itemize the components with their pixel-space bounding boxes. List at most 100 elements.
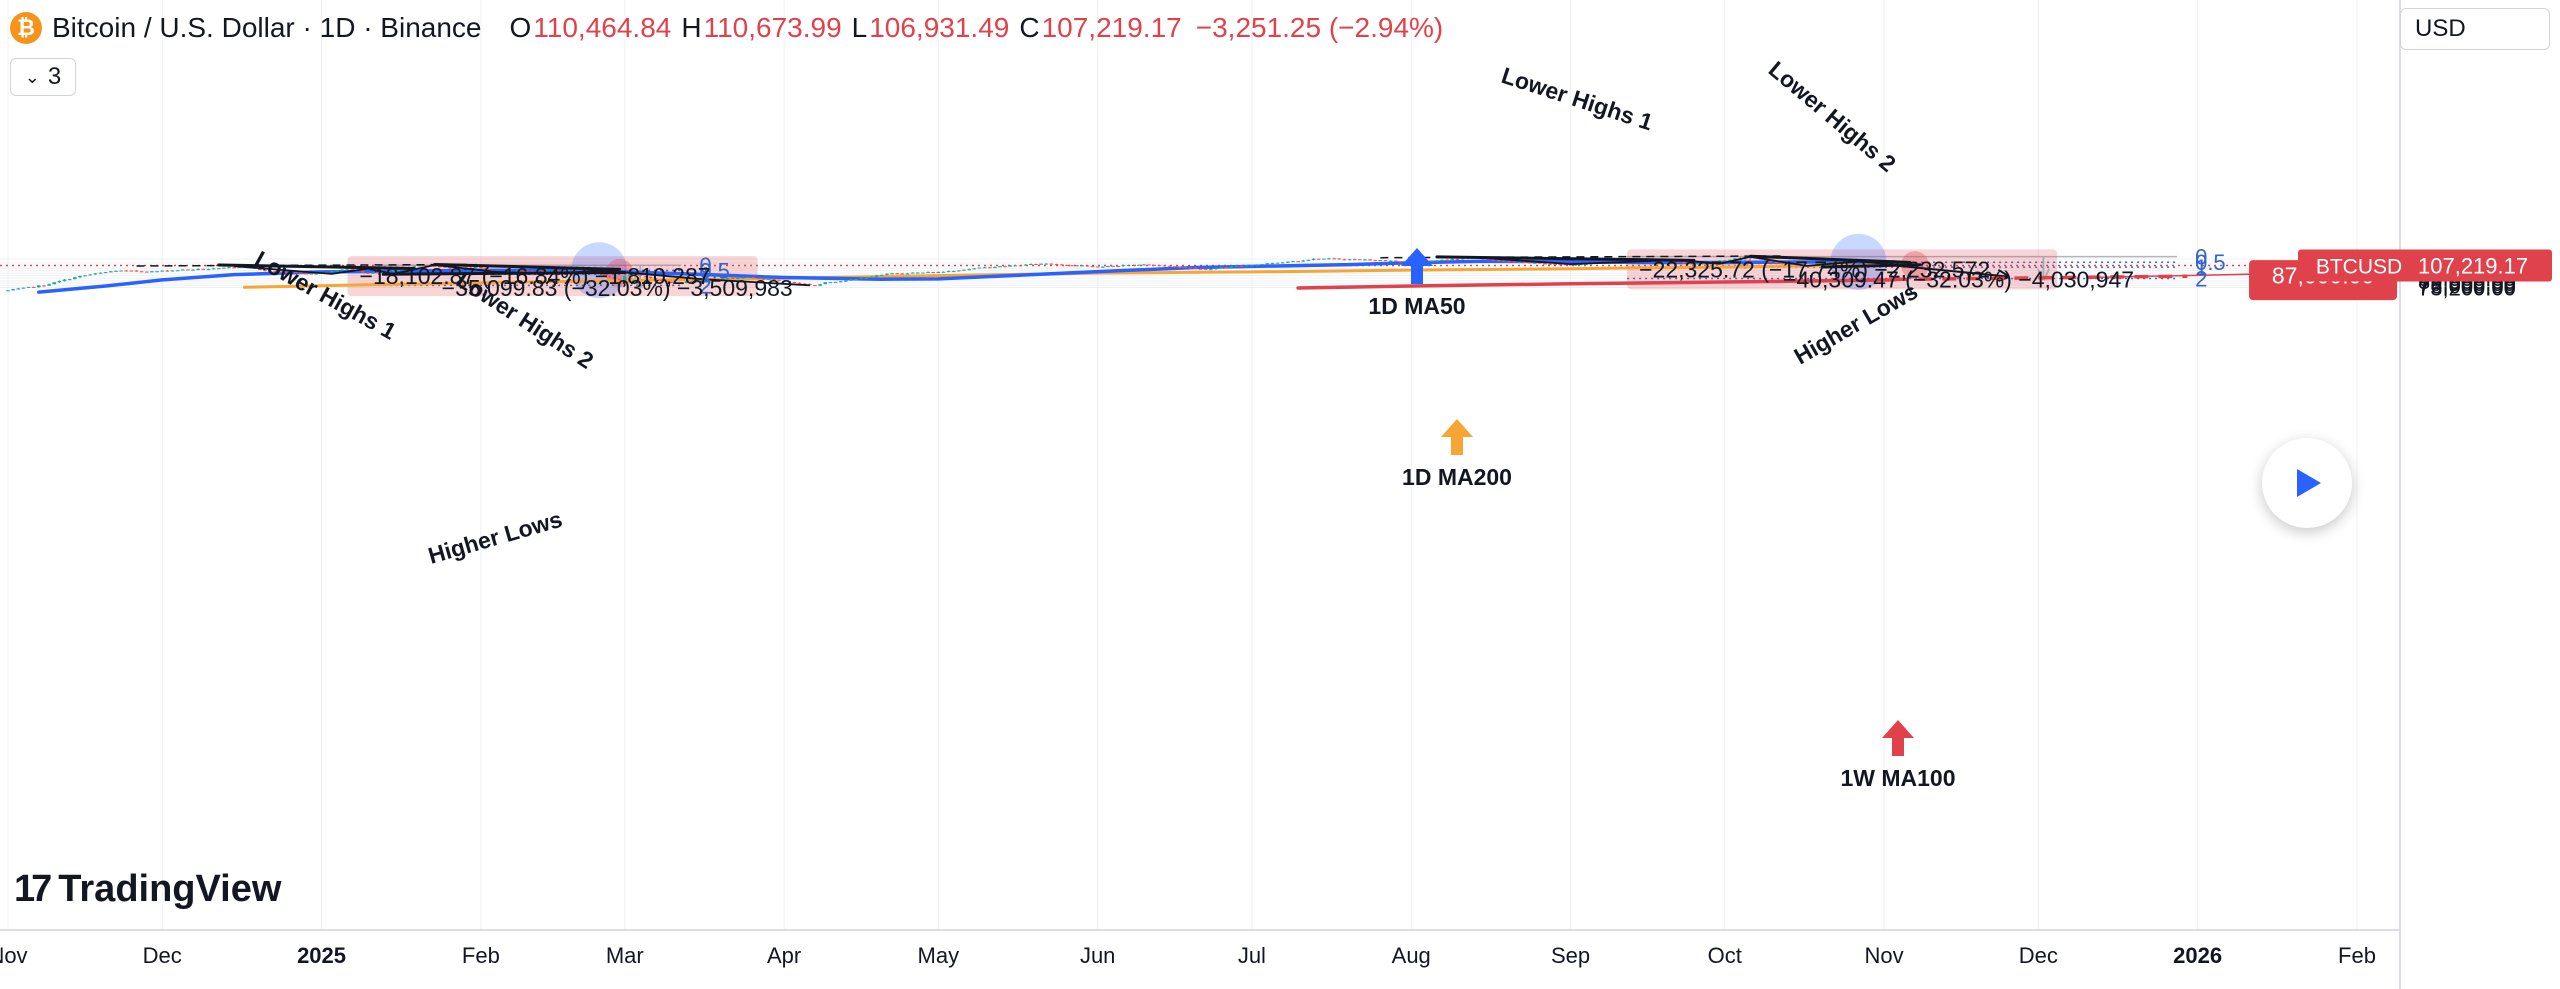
candle-body — [1126, 264, 1131, 266]
candle-body — [525, 270, 529, 272]
candle-body — [1131, 264, 1136, 266]
tradingview-logo[interactable]: 17 TradingView — [14, 868, 281, 911]
high-label: H — [681, 12, 702, 43]
candle-body — [201, 268, 206, 270]
candle-body — [828, 282, 833, 284]
symbol-tag-label: BTCUSD — [2316, 255, 2402, 278]
candle-body — [818, 284, 822, 286]
open-label: O — [509, 12, 532, 43]
candle-body — [787, 281, 792, 283]
candle-body — [155, 271, 159, 273]
candle-body — [1671, 261, 1676, 263]
candle-body — [895, 273, 900, 275]
candle-body — [103, 272, 108, 274]
candle-body — [448, 267, 452, 269]
candle-body — [1008, 265, 1013, 267]
candle-body — [340, 269, 344, 271]
candle-body — [1023, 264, 1028, 266]
candle-body — [1193, 267, 1198, 269]
trend-drawings — [136, 254, 2255, 287]
candle-body — [1347, 259, 1352, 261]
candle-body — [982, 267, 987, 269]
currency-selector[interactable]: USD — [2400, 8, 2550, 50]
symbol-title[interactable]: Bitcoin / U.S. Dollar · 1D · Binance — [52, 12, 482, 43]
candle-body — [345, 268, 350, 270]
candle-body — [1296, 261, 1300, 263]
candle-body — [1280, 262, 1285, 264]
candle-body — [1573, 264, 1578, 266]
candle-body — [222, 267, 226, 269]
candle-body — [1101, 266, 1105, 268]
candle-body — [1142, 264, 1146, 266]
candle-body — [1501, 260, 1506, 262]
candle-body — [1065, 264, 1069, 266]
candle-body — [915, 272, 920, 274]
replay-play-button[interactable] — [2262, 438, 2352, 528]
indicator-count: 3 — [47, 63, 62, 90]
candle-body — [1548, 263, 1552, 265]
candle-body — [951, 271, 956, 273]
indicators-toggle-button[interactable]: ⌄ 3 — [10, 58, 76, 96]
candle-body — [1229, 266, 1234, 268]
candle-body — [288, 272, 293, 274]
candle-body — [869, 276, 874, 278]
candle-body — [186, 269, 190, 271]
x-tick-label: Nov — [0, 943, 28, 968]
x-tick-label: Oct — [1708, 943, 1742, 968]
candle-body — [93, 273, 98, 275]
candle-body — [1769, 260, 1773, 263]
candle-body — [1270, 263, 1275, 265]
candle-body — [540, 270, 545, 272]
candle-body — [1255, 264, 1259, 266]
candle-body — [1450, 258, 1455, 260]
candle-body — [931, 272, 935, 274]
pattern-label: Lower Highs 1 — [1498, 62, 1656, 135]
candle-body — [1568, 264, 1573, 266]
candle-body — [1825, 262, 1830, 264]
candle-body — [453, 268, 457, 270]
fib-level-label: 1 — [699, 262, 711, 287]
candle-body — [1676, 261, 1681, 263]
candle-body — [890, 273, 894, 275]
candle-body — [1137, 264, 1141, 266]
candle-body — [1717, 260, 1722, 262]
ma100w-label: 1W MA100 — [1840, 765, 1955, 791]
candle-body — [1322, 258, 1326, 260]
candle-body — [180, 269, 185, 271]
candle-body — [854, 279, 858, 281]
candle-body — [1579, 264, 1583, 266]
candle-body — [1507, 261, 1511, 263]
candle-body — [515, 270, 519, 272]
candle-body — [1214, 268, 1218, 270]
candle-body — [941, 271, 946, 273]
candle-body — [998, 266, 1002, 268]
candle-body — [1080, 265, 1085, 267]
candle-body — [545, 270, 550, 272]
x-tick-label: Mar — [606, 943, 644, 968]
candle-body — [823, 282, 828, 285]
candle-body — [134, 270, 139, 272]
candle-body — [679, 282, 684, 284]
candle-body — [623, 276, 627, 281]
candle-body — [1018, 265, 1023, 267]
candle-body — [1537, 262, 1542, 264]
candle-body — [900, 273, 905, 275]
candle-body — [473, 267, 478, 269]
candle-body — [1388, 260, 1393, 262]
candle-body — [833, 281, 838, 283]
candle-body — [1352, 259, 1357, 261]
candle-body — [16, 288, 21, 290]
candle-body — [746, 277, 750, 279]
candle-body — [1363, 259, 1367, 261]
candle-body — [1532, 262, 1537, 264]
candle-body — [694, 281, 699, 283]
candle-body — [1013, 265, 1018, 267]
candle-body — [1429, 260, 1434, 262]
candle-body — [1172, 266, 1177, 268]
candle-body — [1820, 263, 1825, 265]
candle-body — [124, 270, 129, 272]
candle-body — [366, 272, 370, 274]
candle-body — [864, 277, 869, 279]
candle-body — [458, 268, 463, 270]
